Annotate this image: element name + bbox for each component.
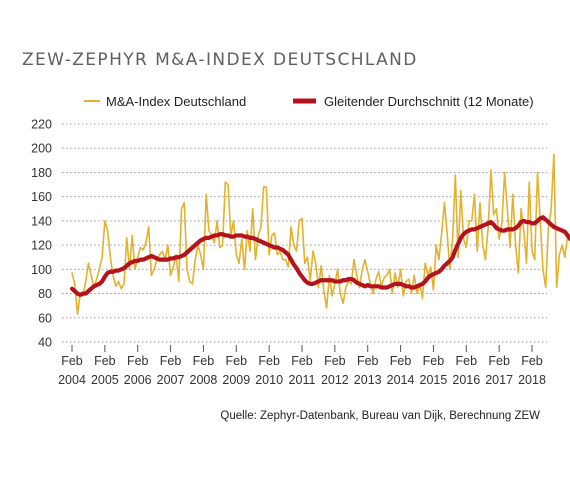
x-tick-label-month: Feb [193, 354, 215, 368]
y-tick-label: 40 [38, 336, 52, 350]
x-tick-label-year: 2015 [420, 373, 448, 387]
x-tick-label-month: Feb [160, 354, 182, 368]
x-tick-label-month: Feb [488, 354, 510, 368]
x-tick-label-month: Feb [61, 354, 83, 368]
grid [62, 123, 547, 343]
x-tick-label-month: Feb [94, 354, 116, 368]
x-tick-label-month: Feb [258, 354, 280, 368]
x-tick-label-month: Feb [423, 354, 445, 368]
x-tick-label-year: 2006 [124, 373, 152, 387]
x-tick-label-year: 2008 [190, 373, 218, 387]
x-tick-label-year: 2011 [289, 373, 316, 387]
x-tick-label-month: Feb [324, 354, 346, 368]
x-tick-label-year: 2005 [91, 373, 119, 387]
legend-label: M&A-Index Deutschland [106, 94, 246, 109]
x-tick-label-year: 2018 [518, 373, 546, 387]
series-layer [69, 153, 570, 315]
y-tick-label: 200 [31, 142, 52, 156]
x-tick-label-year: 2010 [255, 373, 283, 387]
x-tick-label-year: 2013 [354, 373, 382, 387]
x-tick-label-year: 2004 [58, 373, 86, 387]
x-tick-label-year: 2016 [452, 373, 480, 387]
series-line-index [71, 153, 570, 315]
source-note: Quelle: Zephyr-Datenbank, Bureau van Dij… [220, 410, 540, 422]
x-tick-label-year: 2012 [321, 373, 349, 387]
x-tick-label-month: Feb [226, 354, 248, 368]
y-tick-label: 140 [31, 214, 52, 228]
x-tick-label-month: Feb [390, 354, 412, 368]
y-tick-label: 100 [31, 263, 52, 277]
x-tick-label-month: Feb [291, 354, 313, 368]
y-tick-label: 120 [31, 239, 52, 253]
x-axis: Feb 2004 Feb 2005 Feb 2006 Feb 2007 Feb 2008 Feb 20… [58, 345, 546, 387]
x-tick-label-year: 2009 [222, 373, 250, 387]
x-tick-label-year: 2014 [387, 373, 415, 387]
chart-title: ZEW-ZEPHYR M&A-INDEX DEUTSCHLAND [22, 50, 418, 70]
legend: M&A-Index Deutschland Gleitender Durchsch… [84, 94, 534, 109]
series-line-moving-average [69, 215, 570, 297]
x-tick-label-month: Feb [127, 354, 149, 368]
y-tick-label: 60 [38, 311, 52, 325]
y-tick-label: 220 [31, 118, 52, 132]
x-tick-label-month: Feb [521, 354, 543, 368]
x-tick-label-year: 2017 [485, 373, 513, 387]
x-tick-label-month: Feb [456, 354, 478, 368]
y-tick-label: 160 [31, 190, 52, 204]
legend-label: Gleitender Durchschnitt (12 Monate) [324, 94, 534, 109]
y-tick-label: 180 [31, 166, 52, 180]
y-tick-label: 80 [38, 287, 52, 301]
y-axis: 40 60 80 100 120 140 160 180 200 220 [31, 118, 52, 350]
x-tick-label-month: Feb [357, 354, 379, 368]
x-tick-label-year: 2007 [157, 373, 185, 387]
